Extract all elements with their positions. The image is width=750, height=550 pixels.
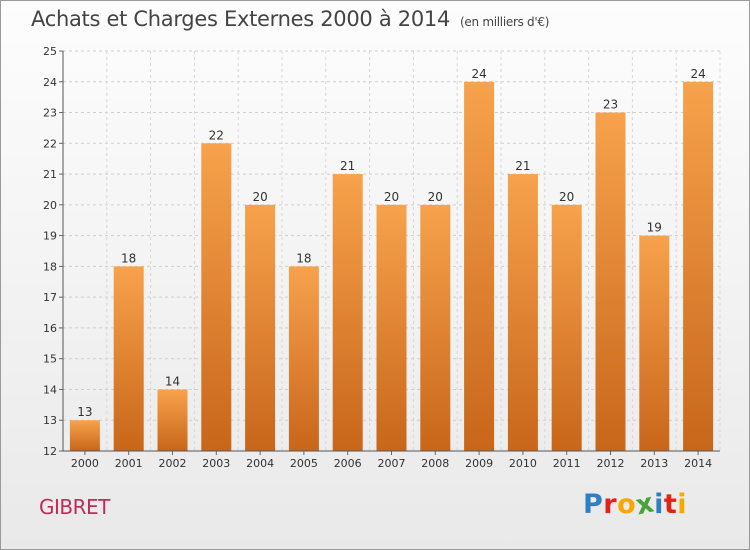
y-tick-label: 12 [43,445,57,458]
bar-2009[interactable] [464,81,495,452]
data-label-2003: 22 [209,128,224,142]
y-tick-label: 14 [43,383,57,396]
x-tick-label-2014: 2014 [684,457,712,470]
data-label-2007: 20 [384,190,399,204]
x-tick-label-2005: 2005 [290,457,318,470]
data-label-2013: 19 [647,221,662,235]
bar-2007[interactable] [376,204,407,451]
proxiti-logo[interactable]: Proxiti [583,487,688,521]
y-tick-label: 25 [43,45,57,58]
y-tick-label: 18 [43,260,57,273]
y-tick-label: 17 [43,291,57,304]
logo-letter: r [603,489,618,520]
logo-letter: P [583,489,604,520]
bar-2013[interactable] [639,235,670,451]
bar-2008[interactable] [420,204,451,451]
x-tick-label-2006: 2006 [334,457,362,470]
data-label-2001: 18 [121,251,136,265]
logo-letter: i [654,489,664,520]
data-label-2009: 24 [471,67,486,81]
x-tick-label-2011: 2011 [553,457,581,470]
x-tick-label-2007: 2007 [378,457,406,470]
data-label-2006: 21 [340,159,355,173]
y-tick-label: 24 [43,76,57,89]
logo-letter: i [677,489,688,520]
x-tick-label-2003: 2003 [202,457,230,470]
data-label-2011: 20 [559,190,574,204]
chart-subtitle: (en milliers d'€) [460,15,550,29]
bar-2000[interactable] [69,420,100,451]
bar-2011[interactable] [551,204,582,451]
bar-2014[interactable] [683,81,714,452]
y-tick-label: 23 [43,107,57,120]
y-tick-label: 16 [43,322,57,335]
data-label-2000: 13 [77,405,92,419]
bar-2004[interactable] [245,204,276,451]
data-label-2005: 18 [296,251,311,265]
axes: 12 13 14 15 16 17 18 19 20 21 22 23 24 25 2000 2001 2002… [43,45,720,470]
x-tick-label-2001: 2001 [115,457,143,470]
data-label-2002: 14 [165,374,180,388]
y-tick-label: 13 [43,414,57,427]
bar-2003[interactable] [201,143,232,452]
bar-2005[interactable] [288,266,319,451]
x-tick-label-2004: 2004 [246,457,274,470]
y-tick-label: 21 [43,168,57,181]
data-label-2012: 23 [603,98,618,112]
x-tick-label-2009: 2009 [465,457,493,470]
bar-2010[interactable] [507,174,538,452]
x-tick-label-2002: 2002 [159,457,187,470]
y-tick-label: 19 [43,230,57,243]
x-tick-label-2008: 2008 [421,457,449,470]
data-label-2010: 21 [515,159,530,173]
data-label-2008: 20 [428,190,443,204]
chart-title-text: Achats et Charges Externes 2000 à 2014 [31,7,451,31]
bar-2002[interactable] [157,389,188,451]
chart-title: Achats et Charges Externes 2000 à 2014 (e… [31,7,549,31]
logo-letter: t [663,489,678,520]
x-tick-label-2013: 2013 [640,457,668,470]
y-tick-label: 20 [43,199,57,212]
x-tick-label-2012: 2012 [597,457,625,470]
y-tick-label: 22 [43,137,57,150]
bar-2012[interactable] [595,112,626,452]
bar-2006[interactable] [332,174,363,452]
x-tick-label-2000: 2000 [71,457,99,470]
y-tick-label: 15 [43,353,57,366]
x-tick-label-2010: 2010 [509,457,537,470]
bar-2001[interactable] [113,266,144,451]
logo-letter: o [617,489,637,520]
commune-name: GIBRET [39,495,110,519]
data-label-2014: 24 [690,67,705,81]
bars: 13 18 14 22 20 18 21 20 20 24 21 20 23 19 24 [69,67,714,452]
data-label-2004: 20 [252,190,267,204]
